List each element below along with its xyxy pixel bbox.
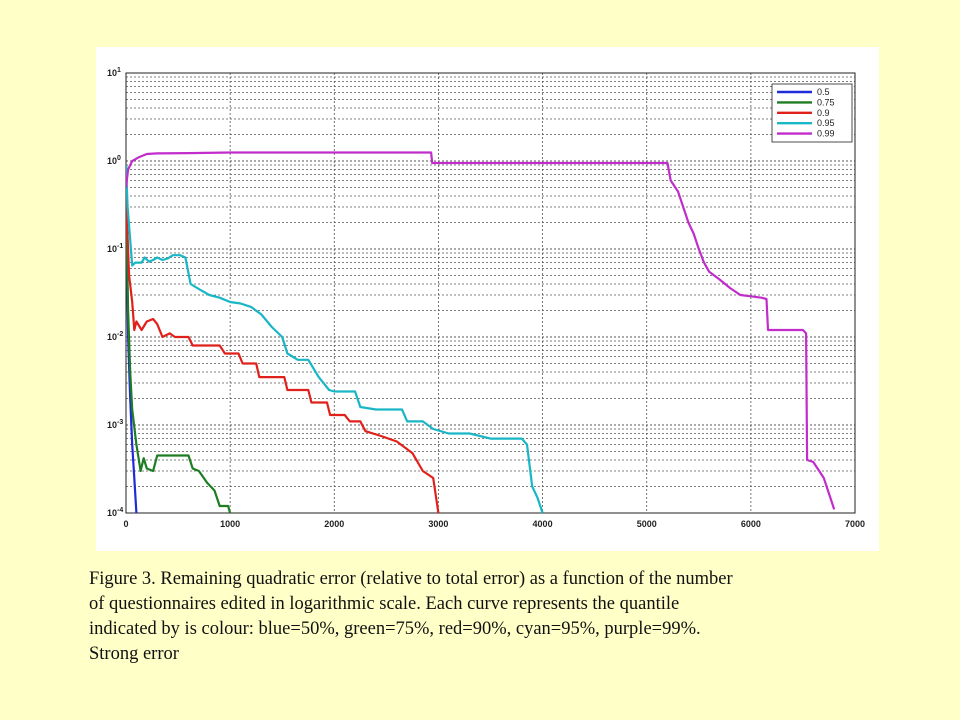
legend-label: 0.99: [817, 129, 835, 139]
plot-area: [126, 73, 855, 513]
legend-label: 0.75: [817, 97, 835, 107]
line-chart: 0 1000 2000 3000 4000 5000 6000 7000 10-4 10-3 10-…: [107, 67, 865, 529]
series-lines: [126, 151, 836, 514]
caption-line-4: Strong error: [89, 644, 179, 664]
y-tick-label: 10-4: [107, 507, 123, 518]
axes: 0 1000 2000 3000 4000 5000 6000 7000 10-4 10-3 10-…: [107, 67, 865, 529]
caption-line-3: indicated by is colour: blue=50%, green=…: [89, 619, 701, 639]
legend-label: 0.9: [817, 108, 830, 118]
figure-caption: Figure 3. Remaining quadratic error (rel…: [89, 567, 939, 667]
series-line-0-75: [126, 164, 232, 514]
y-tick-label: 10-2: [107, 331, 123, 342]
grid: [126, 73, 855, 513]
x-tick-label: 7000: [845, 519, 865, 529]
x-tick-label: 5000: [637, 519, 657, 529]
y-tick-label: 10-3: [107, 419, 123, 430]
y-tick-label: 100: [107, 155, 121, 166]
x-tick-label: 0: [123, 519, 128, 529]
axes-frame: [125, 72, 856, 514]
legend-label: 0.95: [817, 118, 835, 128]
x-tick-label: 3000: [428, 519, 448, 529]
figure-panel: 0 1000 2000 3000 4000 5000 6000 7000 10-4 10-3 10-…: [96, 47, 879, 551]
x-tick-label: 4000: [533, 519, 553, 529]
x-tick-label: 2000: [324, 519, 344, 529]
caption-line-2: of questionnaires edited in logarithmic …: [89, 594, 680, 614]
series-line-0-99: [126, 151, 836, 510]
caption-line-1: Figure 3. Remaining quadratic error (rel…: [89, 569, 733, 589]
legend: 0.50.750.90.950.99: [771, 83, 853, 143]
x-tick-label: 6000: [741, 519, 761, 529]
series-line-0-95: [126, 164, 544, 514]
x-tick-label: 1000: [220, 519, 240, 529]
legend-label: 0.5: [817, 87, 830, 97]
series-line-0-9: [126, 164, 440, 514]
y-tick-label: 101: [107, 67, 121, 78]
y-tick-label: 10-1: [107, 243, 123, 254]
